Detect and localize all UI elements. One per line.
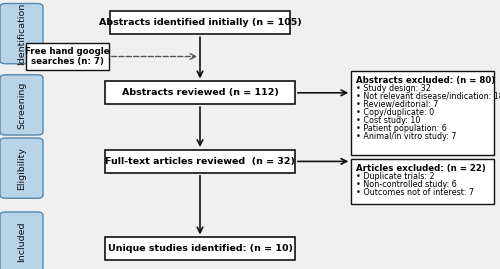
Text: • Non-controlled study: 6: • Non-controlled study: 6 — [356, 180, 457, 189]
Text: • Patient population: 6: • Patient population: 6 — [356, 124, 447, 133]
Bar — [351, 71, 494, 155]
Bar — [351, 159, 494, 204]
Text: Screening: Screening — [17, 81, 26, 129]
Text: • Animal/in vitro study: 7: • Animal/in vitro study: 7 — [356, 132, 457, 141]
Bar — [110, 12, 290, 34]
Text: • Study design: 32: • Study design: 32 — [356, 84, 431, 93]
Text: • Cost study: 10: • Cost study: 10 — [356, 116, 420, 125]
Text: Free hand google
searches (n: 7): Free hand google searches (n: 7) — [25, 47, 110, 66]
FancyBboxPatch shape — [0, 3, 43, 64]
FancyBboxPatch shape — [0, 138, 43, 198]
Text: • Duplicate trials: 2: • Duplicate trials: 2 — [356, 172, 435, 181]
Bar — [105, 81, 295, 104]
FancyBboxPatch shape — [0, 75, 43, 135]
Text: Abstracts excluded: (n = 80): Abstracts excluded: (n = 80) — [356, 76, 496, 85]
Text: Included: Included — [17, 222, 26, 262]
Text: Eligibility: Eligibility — [17, 147, 26, 190]
FancyBboxPatch shape — [0, 212, 43, 269]
Text: Full-text articles reviewed  (n = 32): Full-text articles reviewed (n = 32) — [105, 157, 295, 166]
Bar — [26, 43, 109, 70]
Text: Identification: Identification — [17, 2, 26, 65]
Text: Articles excluded: (n = 22): Articles excluded: (n = 22) — [356, 164, 486, 173]
Bar — [105, 238, 295, 260]
Text: • Copy/duplicate: 0: • Copy/duplicate: 0 — [356, 108, 434, 117]
Text: Abstracts identified initially (n = 105): Abstracts identified initially (n = 105) — [98, 18, 302, 27]
Text: Unique studies identified: (n = 10): Unique studies identified: (n = 10) — [108, 244, 292, 253]
Text: • Not relevant disease/indication: 18: • Not relevant disease/indication: 18 — [356, 92, 500, 101]
Text: • Outcomes not of interest: 7: • Outcomes not of interest: 7 — [356, 188, 474, 197]
Text: • Review/editorial: 7: • Review/editorial: 7 — [356, 100, 438, 109]
Text: Abstracts reviewed (n = 112): Abstracts reviewed (n = 112) — [122, 88, 278, 97]
Bar — [105, 150, 295, 173]
